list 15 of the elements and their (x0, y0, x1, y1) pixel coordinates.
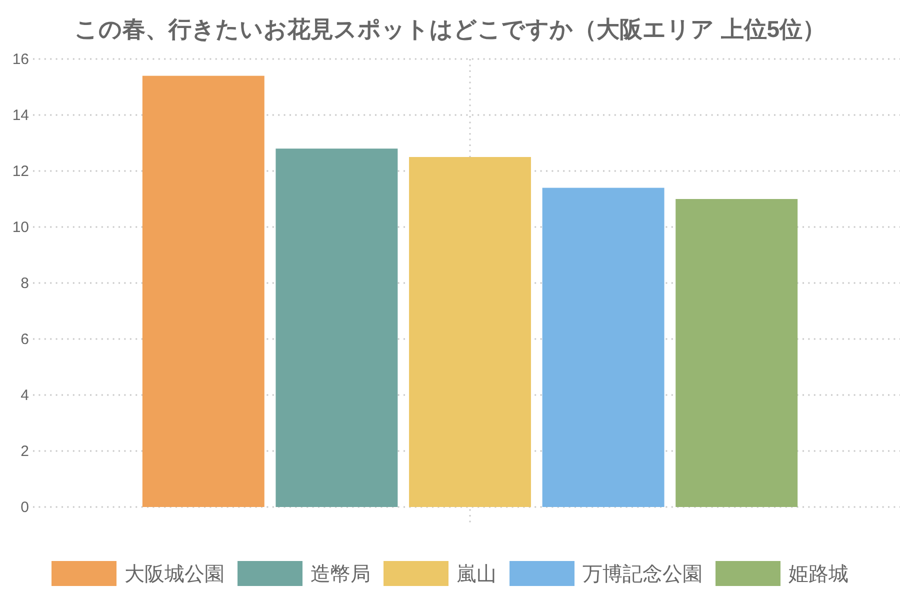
ytick: 16 (12, 51, 29, 68)
title: この春、行きたいお花見スポットはどこですか（大阪エリア 上位5位） (74, 16, 826, 42)
legend-label: 大阪城公園 (124, 564, 224, 586)
ytick: 4 (20, 387, 29, 404)
ytick: 14 (12, 107, 29, 124)
ytick: 6 (20, 331, 29, 348)
ytick: 12 (12, 163, 29, 180)
ytick: 8 (20, 275, 29, 292)
ytick: 0 (20, 499, 29, 516)
legend-label: 嵐山 (456, 564, 496, 586)
legend-label: 姫路城 (788, 564, 848, 586)
legend-label: 万博記念公園 (582, 564, 702, 586)
legend-label: 造幣局 (310, 564, 370, 586)
ytick: 2 (20, 443, 29, 460)
ytick: 10 (12, 219, 29, 236)
